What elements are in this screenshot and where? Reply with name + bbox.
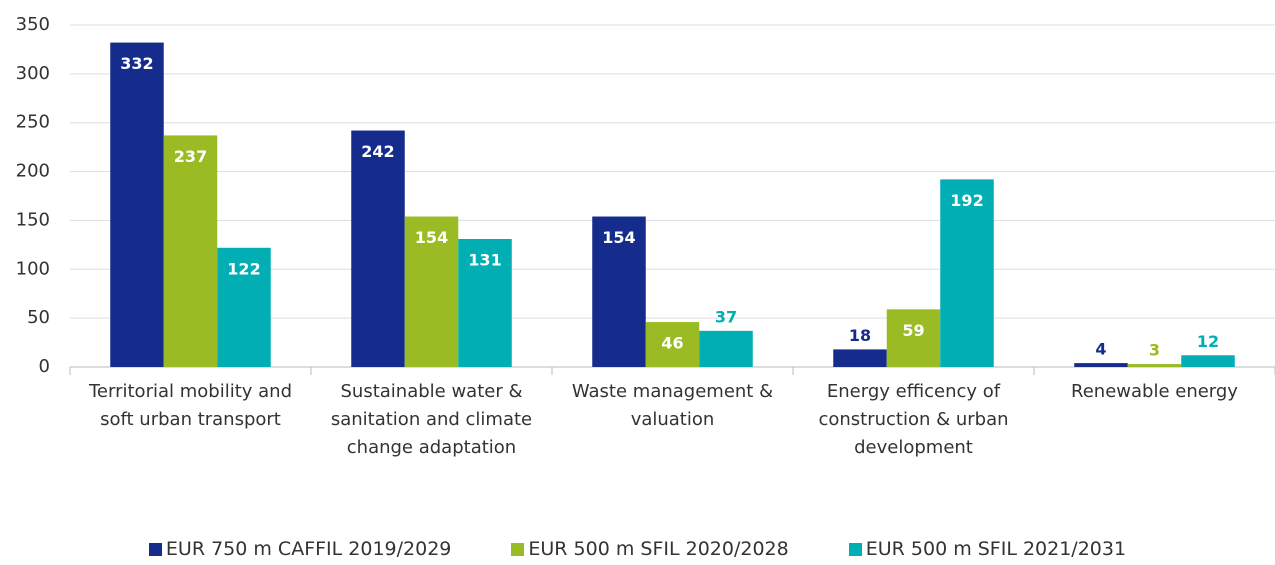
bar: [110, 42, 164, 368]
value-label: 154: [415, 228, 448, 247]
legend-item: EUR 500 m SFIL 2020/2028: [511, 538, 789, 560]
value-label: 18: [849, 326, 871, 345]
bar: [1074, 363, 1128, 367]
value-label: 332: [120, 54, 153, 73]
y-tick-label: 350: [16, 14, 50, 35]
value-label: 59: [902, 321, 924, 340]
legend: EUR 750 m CAFFIL 2019/2029 EUR 500 m SFIL…: [0, 538, 1275, 560]
bar: [351, 130, 405, 367]
value-label: 12: [1197, 332, 1219, 351]
bar: [699, 330, 753, 367]
bar: [163, 135, 218, 367]
y-tick-label: 300: [16, 63, 50, 84]
y-tick-label: 50: [27, 307, 50, 328]
value-label: 131: [468, 250, 501, 269]
legend-swatch: [848, 542, 862, 556]
value-label: 4: [1095, 340, 1106, 359]
value-label: 237: [174, 147, 207, 166]
legend-label: EUR 500 m SFIL 2021/2031: [865, 538, 1127, 560]
bar: [217, 247, 271, 367]
value-label: 3: [1149, 341, 1160, 360]
value-label: 46: [661, 334, 683, 353]
bar: [1181, 355, 1235, 367]
legend-label: EUR 500 m SFIL 2020/2028: [528, 538, 789, 560]
y-tick-label: 0: [39, 356, 50, 377]
x-tick-label: Waste management & valuation: [571, 381, 774, 430]
x-tick-label: Renewable energy: [1071, 381, 1238, 402]
bar: [940, 179, 994, 367]
value-label: 192: [950, 191, 983, 210]
legend-swatch: [148, 542, 162, 556]
legend-label: EUR 750 m CAFFIL 2019/2029: [165, 538, 452, 560]
bar: [592, 216, 646, 367]
value-label: 122: [227, 259, 260, 278]
x-tick-label: Territorial mobility and soft urban tran…: [89, 381, 292, 430]
bar: [458, 238, 512, 367]
value-label: 154: [602, 228, 635, 247]
value-label: 37: [715, 307, 737, 326]
bar: [645, 322, 700, 367]
y-tick-label: 100: [16, 258, 50, 279]
x-tick-label: Sustainable water & sanitation and clima…: [330, 381, 533, 458]
y-tick-label: 250: [16, 112, 50, 133]
legend-item: EUR 750 m CAFFIL 2019/2029: [148, 538, 452, 560]
y-tick-label: 200: [16, 161, 50, 182]
bar: [1127, 364, 1182, 367]
bar: [404, 216, 459, 367]
legend-swatch: [511, 542, 525, 556]
bar: [886, 309, 941, 367]
bar: [833, 349, 887, 367]
legend-item: EUR 500 m SFIL 2021/2031: [848, 538, 1127, 560]
x-tick-label: Energy efficency of construction & urban…: [818, 381, 1009, 458]
y-tick-label: 150: [16, 209, 50, 230]
value-label: 242: [361, 142, 394, 161]
